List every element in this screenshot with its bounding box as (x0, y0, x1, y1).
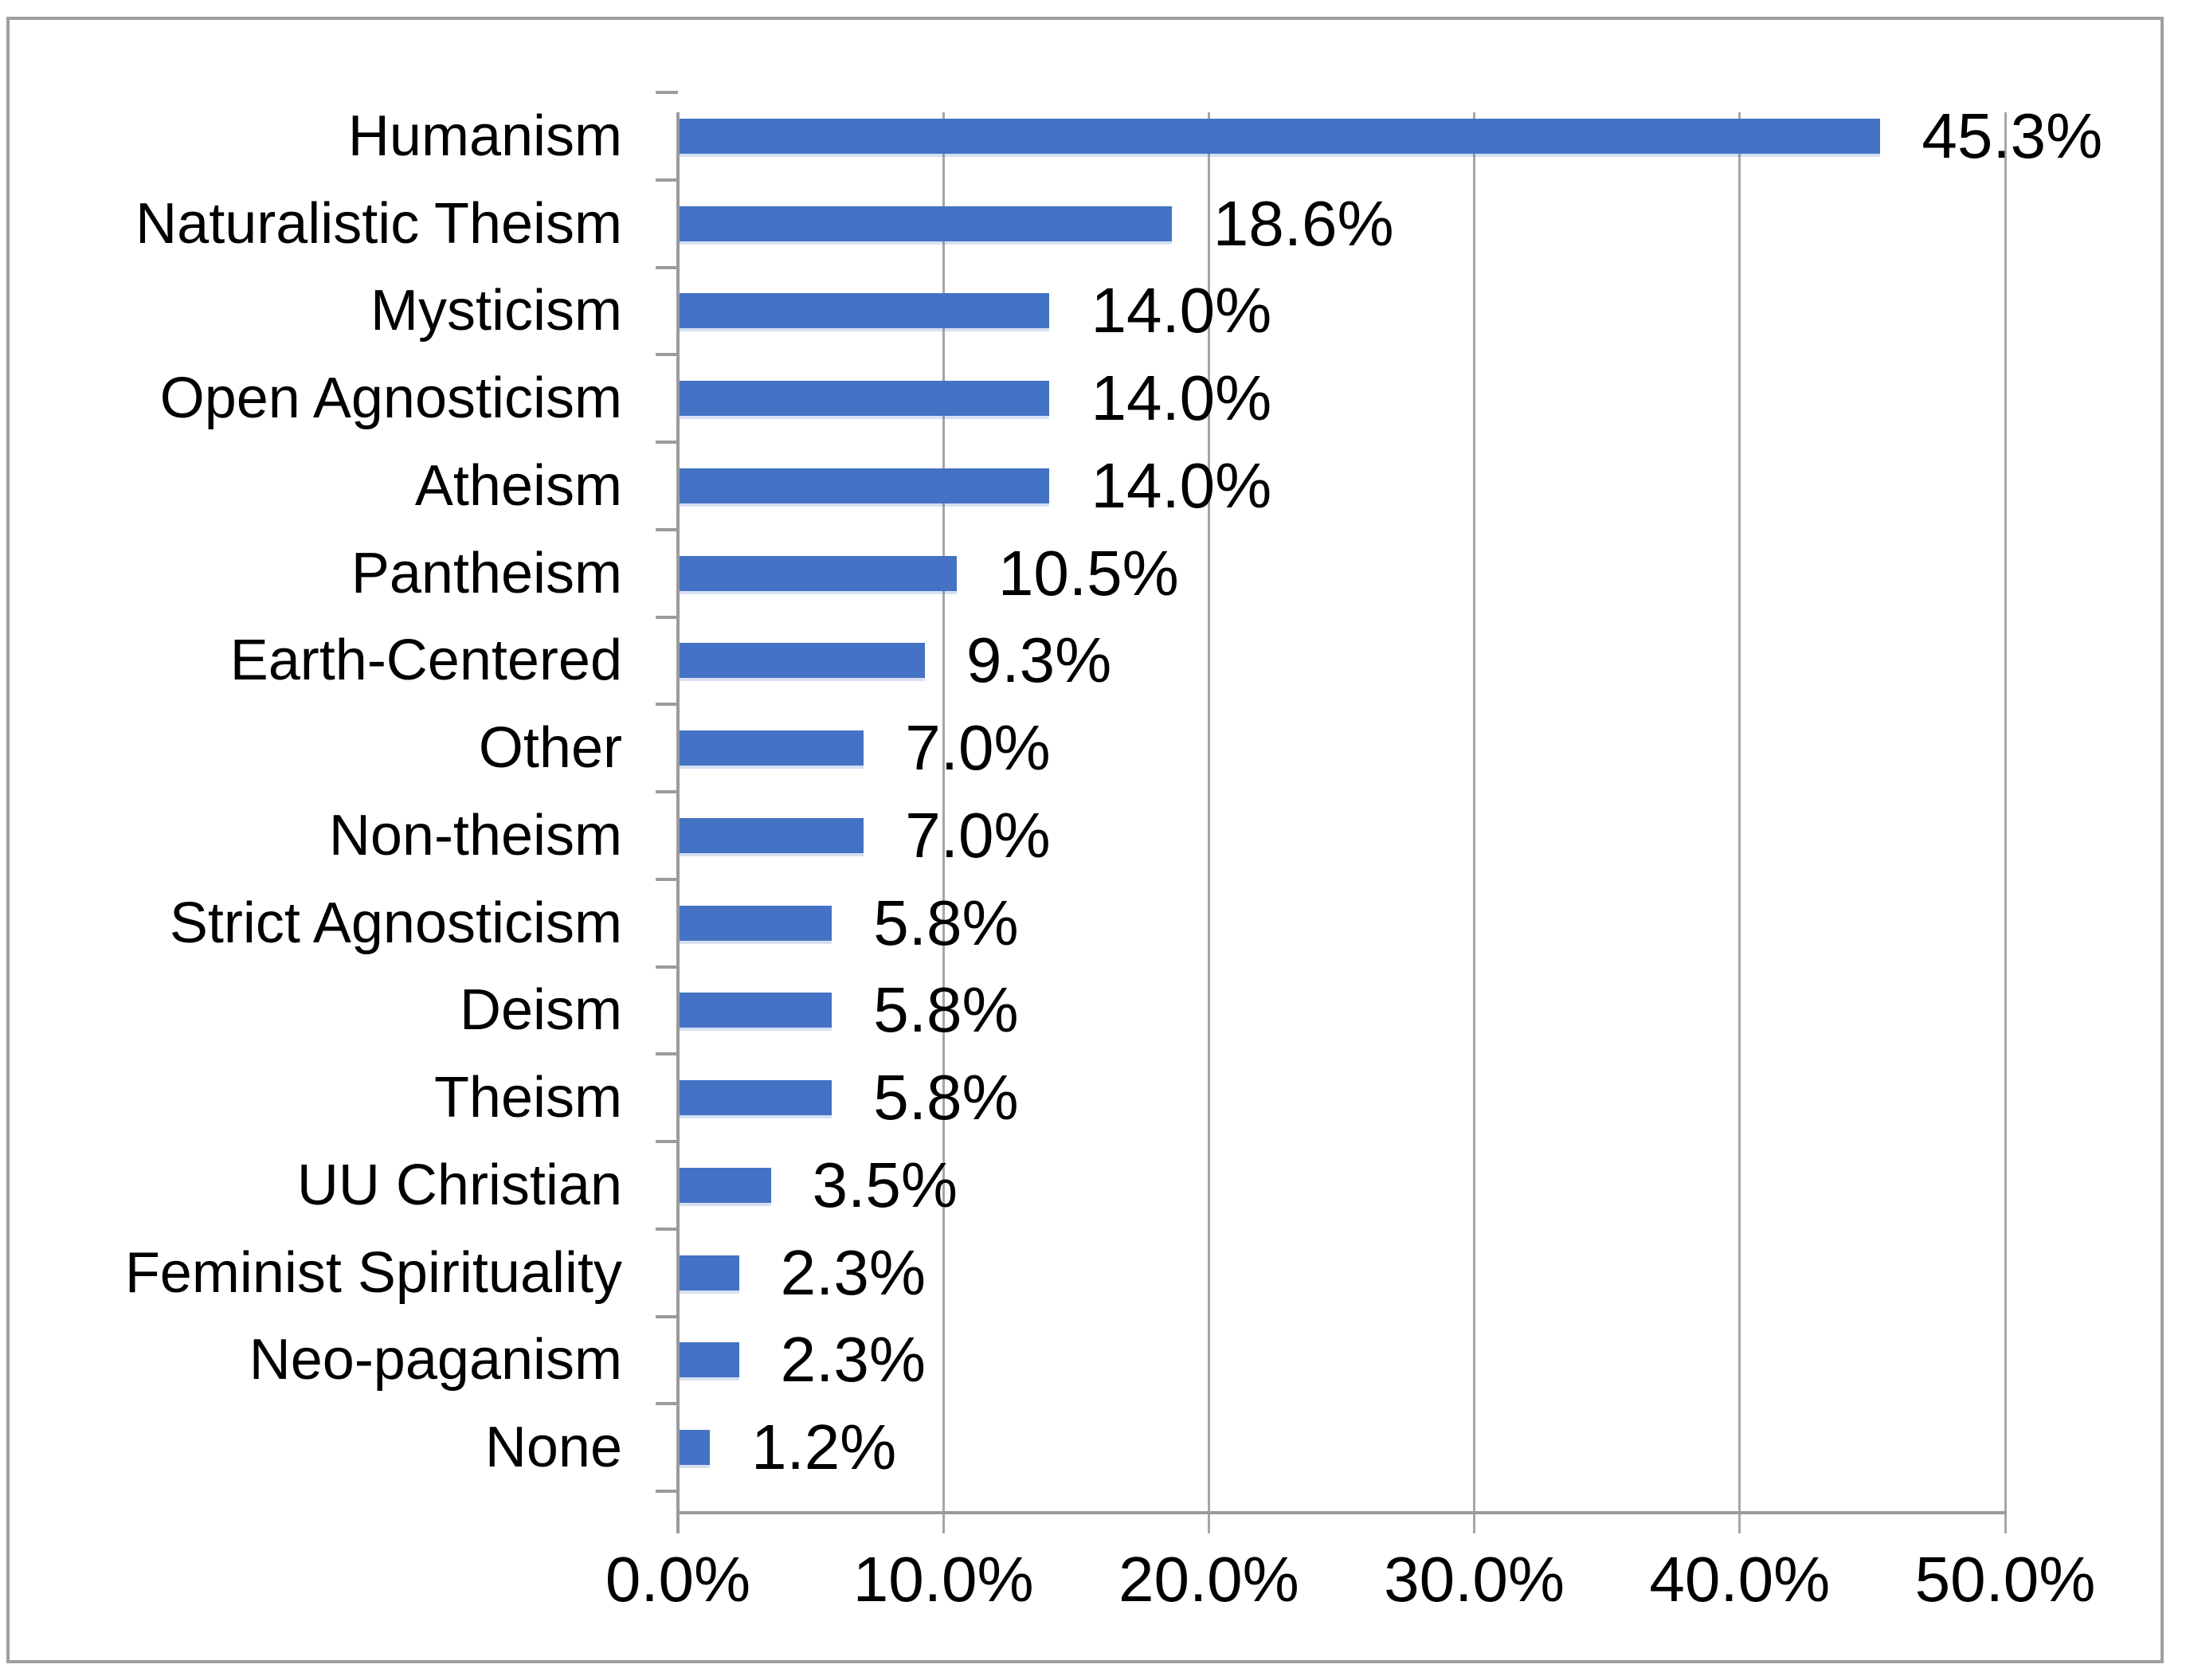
value-label: 45.3% (1922, 100, 2103, 171)
y-axis-tick (656, 703, 678, 707)
bar (680, 206, 1172, 241)
bar (680, 555, 957, 591)
category-label: Pantheism (351, 541, 622, 605)
bar (680, 293, 1050, 329)
y-axis-tick (656, 265, 678, 269)
gridline (1207, 112, 1210, 1533)
gridline (2004, 112, 2007, 1533)
value-label: 18.6% (1212, 187, 1394, 259)
x-axis-line (676, 1511, 2007, 1514)
y-axis-tick (656, 1402, 678, 1406)
category-label: UU Christian (296, 1153, 622, 1217)
chart-frame: Humanism 45.3% Naturalistic Theism 18.6% Mys… (6, 17, 2164, 1663)
value-label: 14.0% (1091, 275, 1272, 347)
category-label: Open Agnosticism (159, 366, 622, 431)
x-axis-tick-label: 20.0% (1118, 1544, 1299, 1615)
category-label: Feminist Spirituality (124, 1240, 622, 1305)
bar (680, 468, 1050, 503)
value-label: 2.3% (780, 1236, 926, 1308)
value-label: 5.8% (873, 887, 1019, 958)
y-axis-tick (656, 527, 678, 531)
bar (680, 118, 1881, 154)
value-label: 2.3% (780, 1324, 926, 1396)
x-axis-tick-label: 40.0% (1649, 1544, 1831, 1615)
value-label: 7.0% (905, 712, 1051, 784)
value-label: 7.0% (905, 799, 1051, 871)
gridline (1473, 112, 1476, 1533)
bar (680, 1255, 739, 1290)
y-axis-tick (656, 1140, 678, 1143)
x-axis-tick-label: 10.0% (852, 1544, 1034, 1615)
y-axis-tick (656, 353, 678, 357)
y-axis-tick (656, 1052, 678, 1056)
bar (680, 730, 864, 766)
value-label: 5.8% (873, 974, 1019, 1046)
y-axis-tick (656, 1314, 678, 1318)
gridline (942, 112, 945, 1533)
bar (680, 643, 925, 679)
category-label: None (484, 1416, 622, 1480)
y-axis-tick (656, 1227, 678, 1231)
bar (680, 1342, 739, 1378)
category-label: Earth-Centered (229, 629, 622, 693)
y-axis-tick (656, 441, 678, 444)
category-label: Strict Agnosticism (169, 891, 622, 955)
y-axis-tick (656, 1490, 678, 1493)
category-label: Atheism (414, 453, 622, 518)
value-label: 10.5% (997, 537, 1179, 609)
value-label: 1.2% (750, 1412, 897, 1483)
y-axis-tick (656, 790, 678, 793)
category-label: Non-theism (328, 803, 622, 867)
bar (680, 381, 1050, 417)
category-label: Other (478, 716, 622, 781)
bar (680, 1167, 771, 1203)
bar (680, 1430, 710, 1466)
category-label: Deism (459, 978, 622, 1043)
bar (680, 1080, 832, 1116)
y-axis-tick (656, 877, 678, 881)
value-label: 5.8% (873, 1062, 1019, 1134)
category-label: Theism (433, 1066, 622, 1130)
bar (680, 817, 864, 853)
x-axis-tick-label: 30.0% (1384, 1544, 1565, 1615)
value-label: 14.0% (1091, 449, 1272, 521)
category-label: Mysticism (370, 279, 622, 343)
bar (680, 905, 832, 941)
x-axis-tick-label: 0.0% (605, 1544, 751, 1615)
category-label: Neo-paganism (249, 1328, 622, 1392)
y-axis-tick (656, 178, 678, 182)
y-axis-line (676, 112, 680, 1533)
y-axis-tick (656, 965, 678, 969)
gridline (1738, 112, 1741, 1533)
value-label: 9.3% (966, 625, 1112, 696)
bar (680, 993, 832, 1028)
category-label: Humanism (347, 104, 622, 168)
y-axis-tick (656, 91, 678, 94)
y-axis-tick (656, 615, 678, 619)
value-label: 3.5% (812, 1149, 958, 1220)
value-label: 14.0% (1091, 362, 1272, 434)
category-label: Naturalistic Theism (135, 191, 622, 256)
x-axis-tick-label: 50.0% (1914, 1544, 2096, 1615)
